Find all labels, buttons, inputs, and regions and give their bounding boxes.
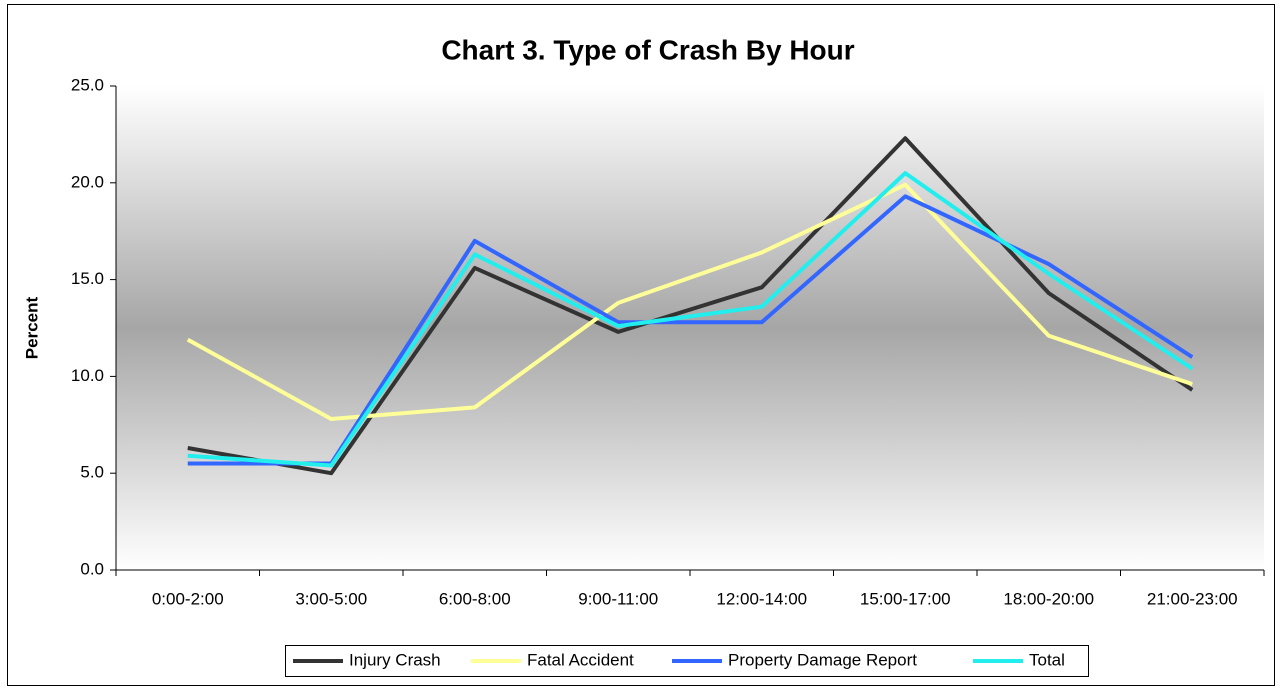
series-line xyxy=(187,194,1194,466)
y-tick-label: 20.0 xyxy=(71,172,104,191)
y-axis-label: Percent xyxy=(22,296,41,359)
series-line xyxy=(187,171,1194,468)
y-tick-label: 15.0 xyxy=(71,269,104,288)
y-tick-label: 5.0 xyxy=(80,463,104,482)
legend-label: Injury Crash xyxy=(349,650,441,669)
y-tick-label: 0.0 xyxy=(80,559,104,578)
x-tick-label: 6:00-8:00 xyxy=(439,589,511,608)
legend-label: Property Damage Report xyxy=(728,650,917,669)
legend-label: Total xyxy=(1029,650,1065,669)
x-tick-label: 0:00-2:00 xyxy=(152,589,224,608)
x-tick-label: 21:00-23:00 xyxy=(1147,589,1238,608)
x-tick-label: 15:00-17:00 xyxy=(860,589,951,608)
x-tick-label: 9:00-11:00 xyxy=(578,589,658,608)
legend-label: Fatal Accident xyxy=(527,650,634,669)
y-tick-label: 10.0 xyxy=(71,366,104,385)
x-tick-label: 12:00-14:00 xyxy=(716,589,807,608)
plot-area xyxy=(116,86,1264,570)
x-tick-label: 18:00-20:00 xyxy=(1003,589,1094,608)
y-tick-label: 25.0 xyxy=(71,75,104,94)
x-tick-label: 3:00-5:00 xyxy=(295,589,367,608)
series-line xyxy=(187,136,1194,476)
chart-title: Chart 3. Type of Crash By Hour xyxy=(441,34,854,65)
series-line xyxy=(186,182,1193,421)
